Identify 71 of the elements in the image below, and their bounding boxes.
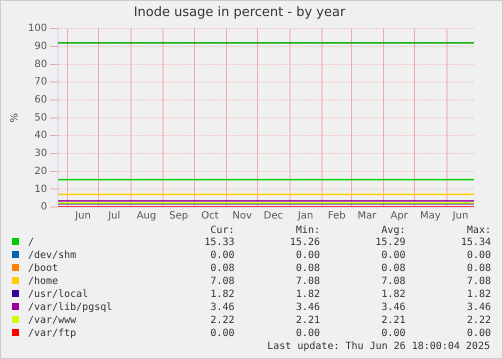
- text: 3.46: [294, 301, 320, 314]
- text: 0.08: [380, 262, 406, 275]
- legend-label: /boot: [27, 262, 60, 275]
- y-tick-label: 60: [34, 94, 48, 106]
- y-tick-label: 100: [28, 23, 48, 34]
- y-tick-label: 40: [34, 130, 48, 142]
- text: 0.00: [294, 327, 320, 340]
- text: 2.22: [209, 314, 234, 327]
- text: 0.00: [209, 249, 234, 262]
- y-tick-label: 10: [34, 184, 48, 195]
- legend-label: /var/www: [27, 314, 78, 327]
- text: 0.00: [466, 249, 491, 262]
- text: 15.33: [203, 236, 234, 249]
- text: 15.29: [374, 236, 406, 249]
- x-tick-label: Sep: [169, 210, 188, 222]
- text: 3.46: [466, 301, 491, 314]
- y-tick-label: 20: [34, 166, 48, 177]
- y-tick-label: 70: [34, 76, 48, 88]
- text: 2.22: [466, 314, 491, 327]
- text: 1.82: [380, 288, 406, 301]
- legend-label: /home: [27, 275, 60, 288]
- text: 1.82: [294, 288, 320, 301]
- legend-label: /var/ftp: [27, 327, 78, 340]
- y-tick-label: 50: [34, 112, 48, 124]
- text: Max:: [466, 225, 491, 236]
- x-tick-label: Jun: [452, 210, 468, 222]
- x-tick-label: Jul: [107, 210, 120, 222]
- text: 0.00: [380, 327, 406, 340]
- legend-label: /var/lib/pgsql: [27, 301, 114, 314]
- text: Cur:: [209, 225, 234, 236]
- text: 7.08: [466, 275, 491, 288]
- text: 0.08: [294, 262, 320, 275]
- x-tick-label: Dec: [264, 210, 283, 222]
- text: 0.00: [380, 249, 406, 262]
- text: 0.00: [294, 249, 320, 262]
- text: Avg:: [380, 225, 406, 236]
- text: 0.08: [466, 262, 491, 275]
- text: Last update: Thu Jun 26 18:00:04 2025: [266, 340, 491, 353]
- y-tick-label: 80: [34, 58, 48, 70]
- text: 2.21: [380, 314, 406, 327]
- chart-title: Inode usage in percent - by year: [134, 5, 346, 20]
- text: 15.26: [288, 236, 320, 249]
- x-tick-label: May: [420, 210, 441, 222]
- text: Min:: [294, 225, 320, 236]
- text: 0.08: [209, 262, 234, 275]
- text: 0.00: [209, 327, 234, 340]
- text: 1.82: [466, 288, 491, 301]
- text: 7.08: [380, 275, 406, 288]
- y-tick-label: 30: [34, 148, 48, 160]
- x-tick-label: Nov: [232, 210, 252, 222]
- legend-label: /usr/local: [27, 288, 90, 301]
- x-tick-label: Oct: [201, 210, 219, 222]
- text: 0.00: [466, 327, 491, 340]
- x-tick-label: Apr: [390, 210, 409, 222]
- text: 3.46: [380, 301, 406, 314]
- text: 1.82: [209, 288, 234, 301]
- text: 7.08: [209, 275, 234, 288]
- legend-label: /dev/shm: [27, 249, 78, 262]
- y-tick-label: 90: [34, 41, 48, 52]
- x-tick-label: Jan: [296, 210, 314, 222]
- text: 3.46: [209, 301, 234, 314]
- x-tick-label: Feb: [328, 210, 346, 222]
- text: 7.08: [294, 275, 320, 288]
- y-tick-label: 0: [40, 202, 48, 213]
- text: 2.21: [294, 314, 320, 327]
- legend-label: /: [27, 236, 36, 249]
- text: 15.34: [460, 236, 491, 249]
- x-tick-label: Aug: [136, 210, 156, 222]
- x-tick-label: Mar: [357, 210, 378, 222]
- x-tick-label: Jun: [74, 210, 91, 222]
- y-axis-title: %: [10, 113, 21, 123]
